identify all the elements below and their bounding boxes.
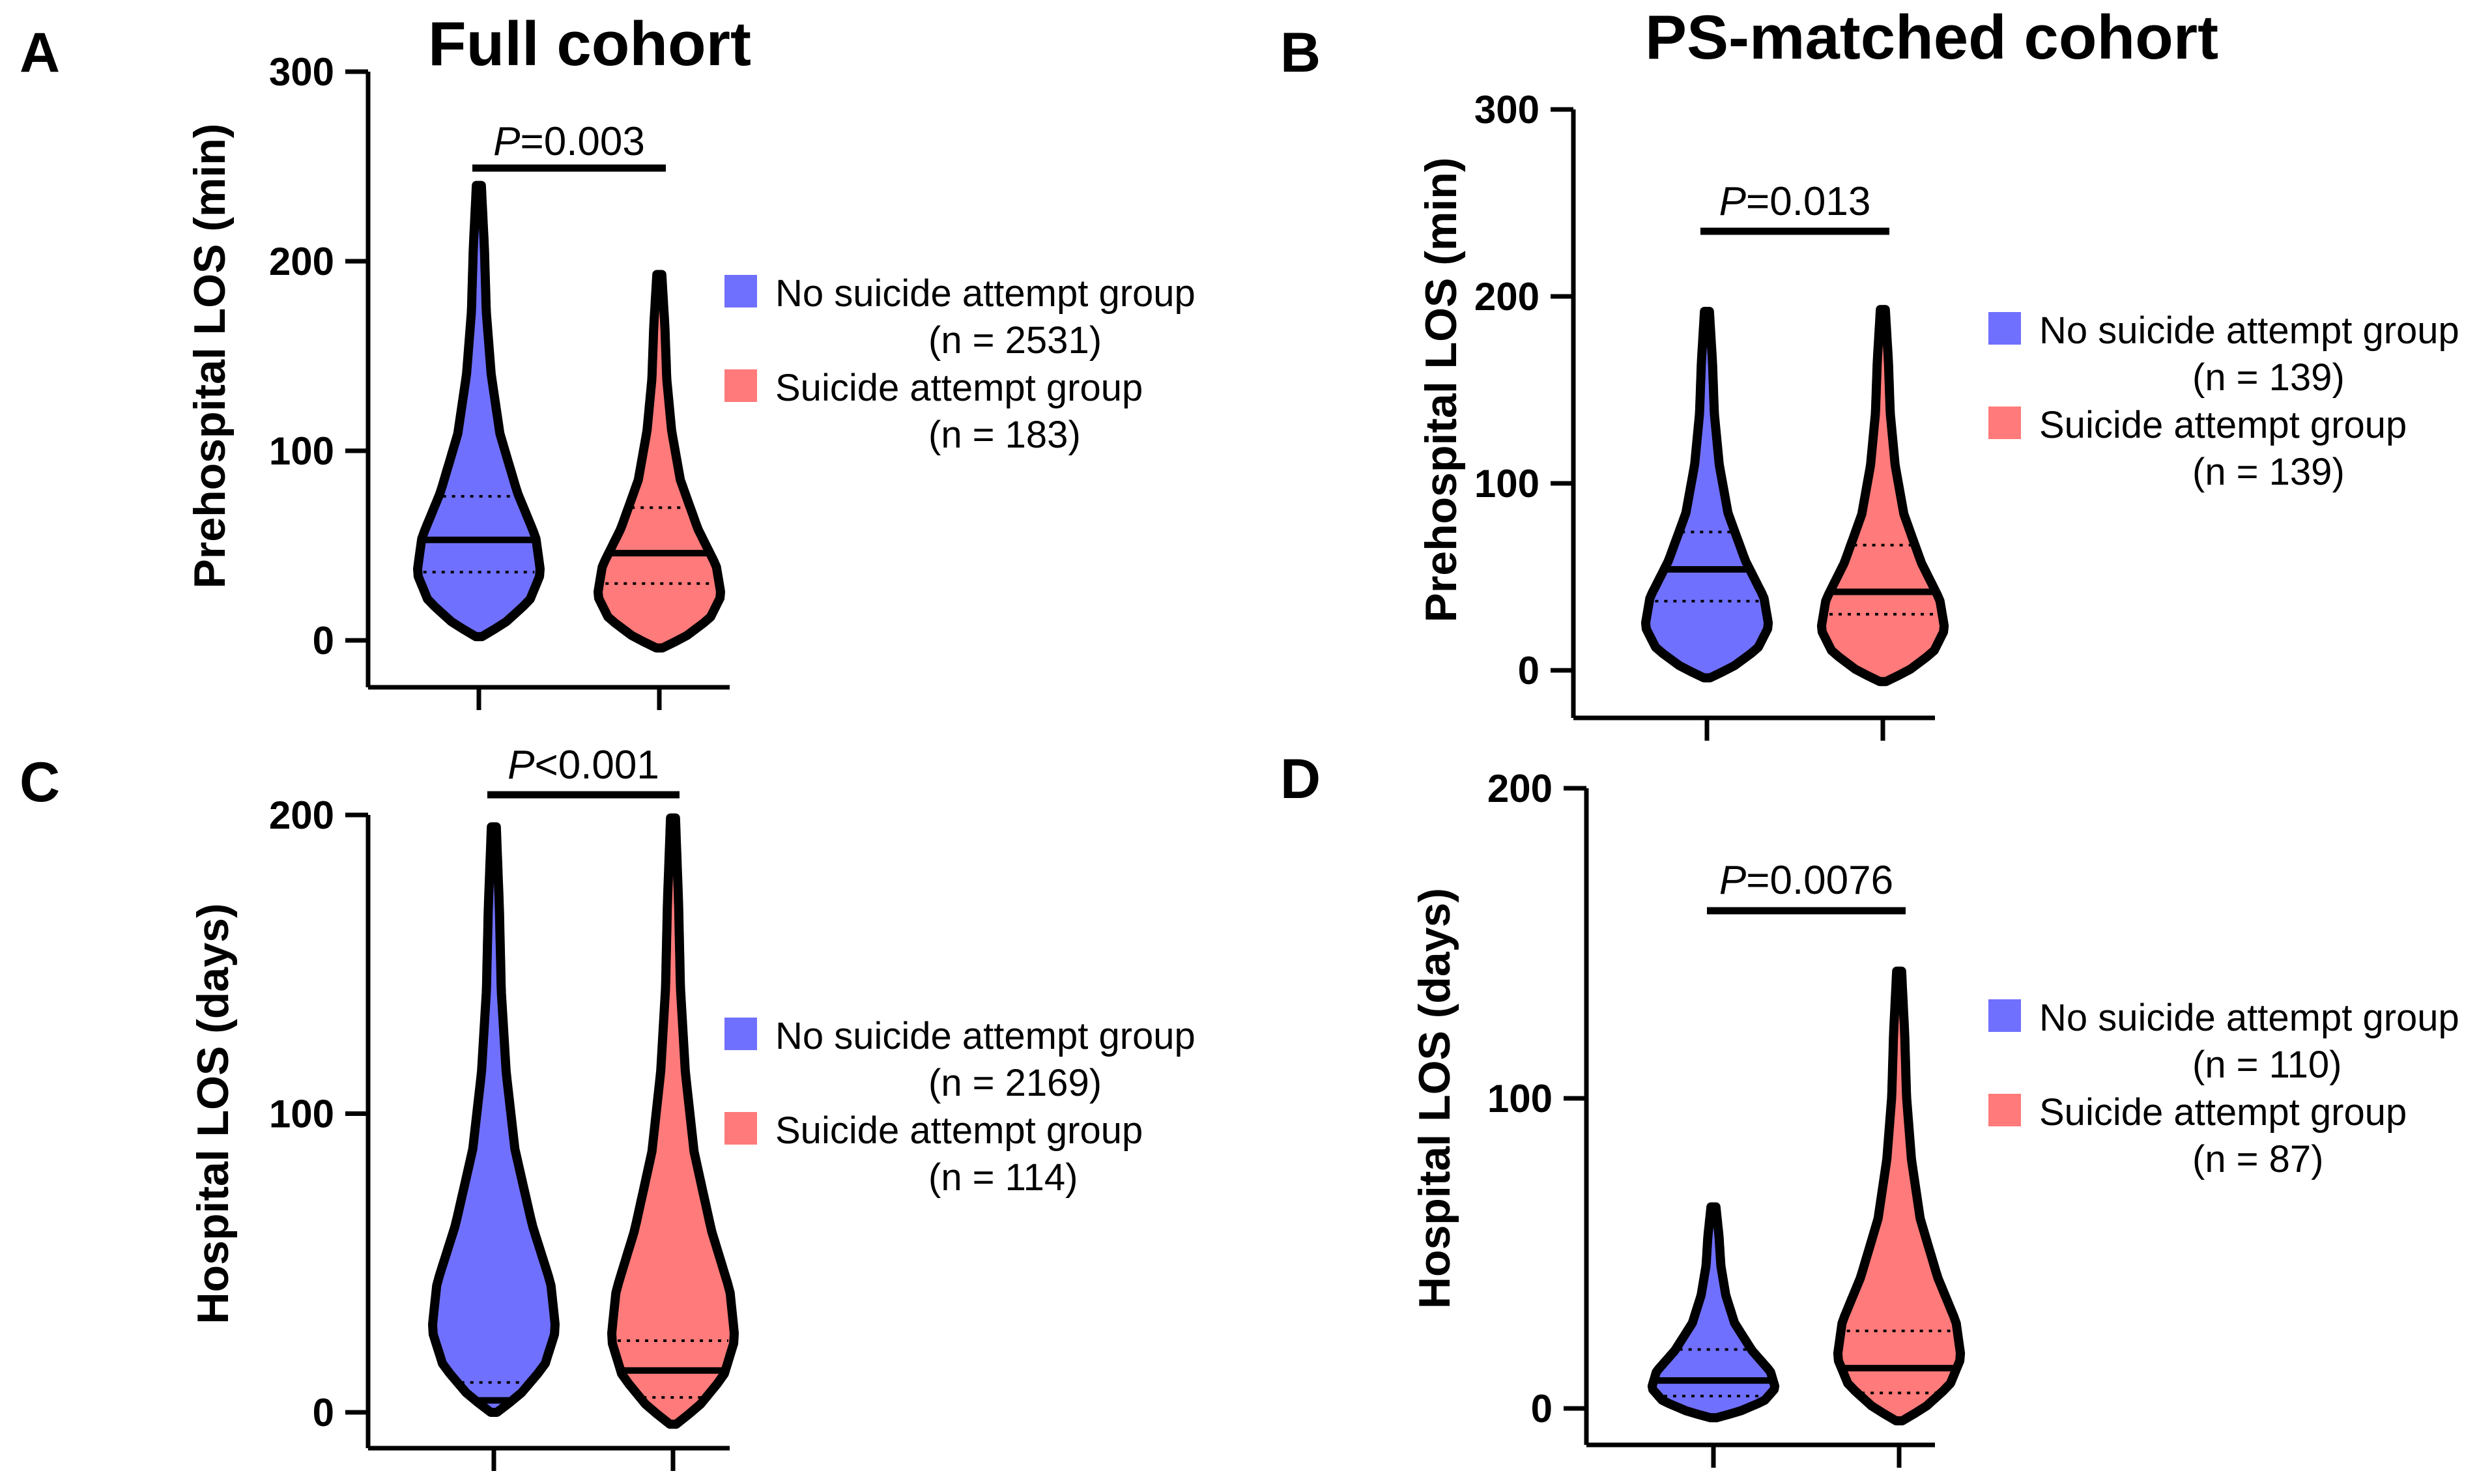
- y-tick-label: 200: [1487, 767, 1553, 810]
- y-tick-label: 300: [1474, 88, 1540, 132]
- y-axis-title: Hospital LOS (days): [188, 903, 238, 1324]
- p-value-label: P=0.0076: [1719, 858, 1893, 903]
- panel-letter: A: [20, 21, 60, 84]
- panel-title: PS-matched cohort: [1645, 3, 2218, 72]
- panel-a: A Full cohort 0 100 200 300 Prehospital LOS (m…: [20, 9, 1196, 710]
- panel-letter: D: [1280, 748, 1321, 810]
- p-value: <0.001: [535, 743, 659, 788]
- panel-b: B PS-matched cohort 0 100 200 300Prehospital …: [1280, 3, 2459, 741]
- violin-no-suicide-attempt: [1647, 1202, 1780, 1423]
- p-value: =0.0076: [1746, 858, 1893, 903]
- panel-letter: C: [20, 751, 60, 814]
- violin-suicide-attempt: [1833, 966, 1966, 1425]
- y-tick-label: 200: [1474, 275, 1540, 319]
- y-tick-label: 200: [269, 793, 334, 837]
- legend-n-label: (n = 114): [928, 1156, 1078, 1199]
- p-value-label: P=0.013: [1719, 179, 1871, 224]
- y-tick-label: 100: [269, 429, 334, 473]
- legend-n-label: (n = 87): [2192, 1138, 2324, 1180]
- legend-label: No suicide attempt group: [775, 1015, 1196, 1057]
- legend-swatch: [724, 275, 757, 307]
- panel-c: C 0 100 200 Hospital LOS (days) P<0.001 No sui…: [20, 743, 1196, 1471]
- violin-suicide-attempt: [594, 270, 725, 653]
- panel-title: Full cohort: [428, 9, 751, 79]
- legend-label: No suicide attempt group: [775, 272, 1196, 315]
- legend-swatch: [724, 369, 757, 402]
- y-tick-label: 300: [269, 50, 334, 94]
- legend-swatch: [1988, 999, 2021, 1032]
- panel-d: D 0 100 200 Hospital LOS (days) P=0.0076 No su…: [1280, 748, 2459, 1468]
- violin-no-suicide-attempt: [413, 180, 545, 642]
- p-symbol: P: [1719, 179, 1746, 224]
- legend-n-label: (n = 110): [2192, 1044, 2342, 1086]
- legend-label: Suicide attempt group: [2039, 1091, 2407, 1134]
- p-value-label: P=0.003: [493, 119, 645, 164]
- p-value: =0.003: [521, 119, 645, 164]
- y-tick-label: 100: [1474, 462, 1540, 506]
- y-tick-label: 0: [313, 619, 334, 663]
- legend-swatch: [1988, 407, 2021, 439]
- legend-swatch: [724, 1018, 757, 1050]
- legend-label: No suicide attempt group: [2039, 997, 2459, 1039]
- panel-letter: B: [1280, 21, 1321, 84]
- y-tick-label: 100: [1487, 1077, 1553, 1120]
- y-tick-label: 0: [1518, 649, 1540, 692]
- legend-n-label: (n = 2169): [928, 1062, 1102, 1104]
- legend-label: Suicide attempt group: [2039, 404, 2407, 446]
- p-value-label: P<0.001: [508, 743, 659, 788]
- legend-n-label: (n = 2531): [928, 319, 1102, 362]
- y-tick-label: 100: [269, 1092, 334, 1136]
- violin-suicide-attempt: [607, 813, 739, 1429]
- y-tick-label: 0: [1531, 1387, 1553, 1431]
- legend-swatch: [1988, 312, 2021, 345]
- y-axis-title: Prehospital LOS (min): [185, 123, 235, 588]
- violin-suicide-attempt: [1816, 305, 1949, 687]
- y-axis-title: Prehospital LOS (min): [1416, 157, 1466, 622]
- p-symbol: P: [508, 743, 534, 788]
- legend-label: No suicide attempt group: [2039, 309, 2459, 352]
- p-symbol: P: [1719, 858, 1746, 903]
- y-tick-label: 0: [313, 1391, 334, 1434]
- legend-n-label: (n = 183): [928, 414, 1081, 456]
- legend-swatch: [724, 1112, 757, 1145]
- violin-no-suicide-attempt: [1640, 307, 1773, 683]
- p-symbol: P: [493, 119, 520, 164]
- y-tick-label: 200: [269, 240, 334, 283]
- legend-swatch: [1988, 1094, 2021, 1126]
- legend-n-label: (n = 139): [2192, 451, 2345, 493]
- legend-n-label: (n = 139): [2192, 356, 2345, 399]
- y-axis-title: Hospital LOS (days): [1410, 888, 1459, 1309]
- violin-no-suicide-attempt: [428, 822, 560, 1417]
- legend-label: Suicide attempt group: [775, 367, 1143, 409]
- p-value: =0.013: [1746, 179, 1870, 224]
- legend-label: Suicide attempt group: [775, 1109, 1143, 1152]
